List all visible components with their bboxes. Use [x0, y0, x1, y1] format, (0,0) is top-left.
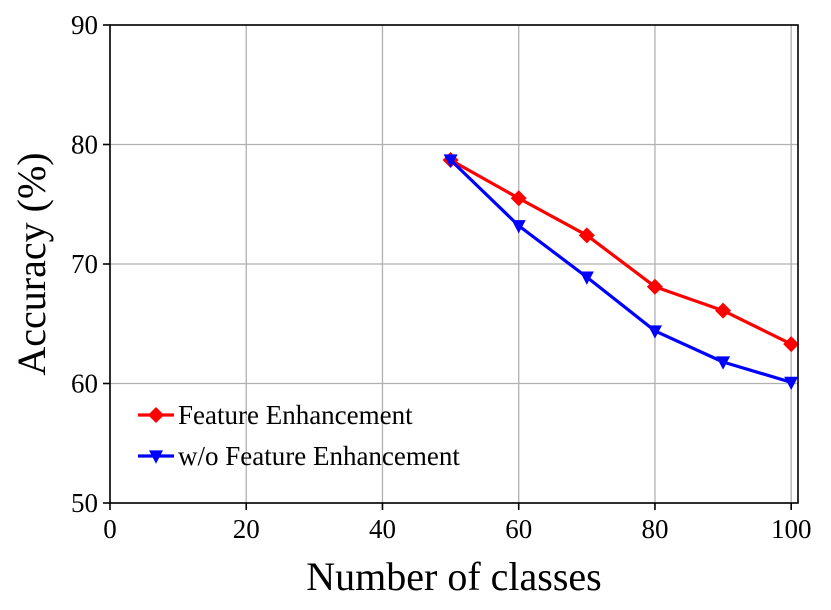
legend-entry: w/o Feature Enhancement	[138, 441, 460, 471]
data-point-marker	[579, 271, 594, 285]
data-point-marker	[510, 190, 527, 207]
grid-lines	[109, 24, 798, 504]
data-point-marker	[647, 325, 662, 339]
series-line	[449, 158, 792, 384]
legend-entry: Feature Enhancement	[138, 400, 413, 430]
x-tick-label: 80	[641, 514, 668, 544]
axis-ticks: 0 20 40 60 80 100 50 60 70 80 90	[71, 10, 811, 544]
legend-label: Feature Enhancement	[178, 400, 413, 430]
series-layer	[442, 152, 800, 391]
y-axis-title: Accuracy (%)	[9, 152, 54, 375]
data-point-marker	[715, 302, 732, 319]
x-tick-label: 0	[103, 514, 117, 544]
data-point-marker	[148, 407, 164, 423]
series-1	[442, 152, 800, 353]
x-tick-label: 100	[771, 514, 812, 544]
legend-label: w/o Feature Enhancement	[178, 441, 460, 471]
data-point-marker	[511, 220, 526, 234]
y-tick-label: 70	[71, 249, 98, 279]
data-point-marker	[783, 336, 800, 353]
y-tick-label: 50	[71, 488, 98, 518]
y-tick-label: 90	[71, 10, 98, 40]
series-2	[443, 154, 799, 391]
series-line	[449, 158, 792, 346]
legend: Feature Enhancement w/o Feature Enhanceme…	[138, 400, 460, 471]
data-point-marker	[149, 450, 163, 464]
data-point-marker	[578, 227, 595, 244]
x-tick-label: 60	[505, 514, 532, 544]
y-tick-label: 60	[71, 369, 98, 399]
data-point-marker	[646, 278, 663, 295]
data-point-marker	[716, 356, 731, 370]
x-tick-label: 40	[369, 514, 396, 544]
data-point-marker	[784, 376, 799, 391]
x-axis-title: Number of classes	[306, 554, 601, 599]
y-tick-label: 80	[71, 130, 98, 160]
data-point-marker	[443, 154, 458, 168]
x-tick-label: 20	[233, 514, 260, 544]
